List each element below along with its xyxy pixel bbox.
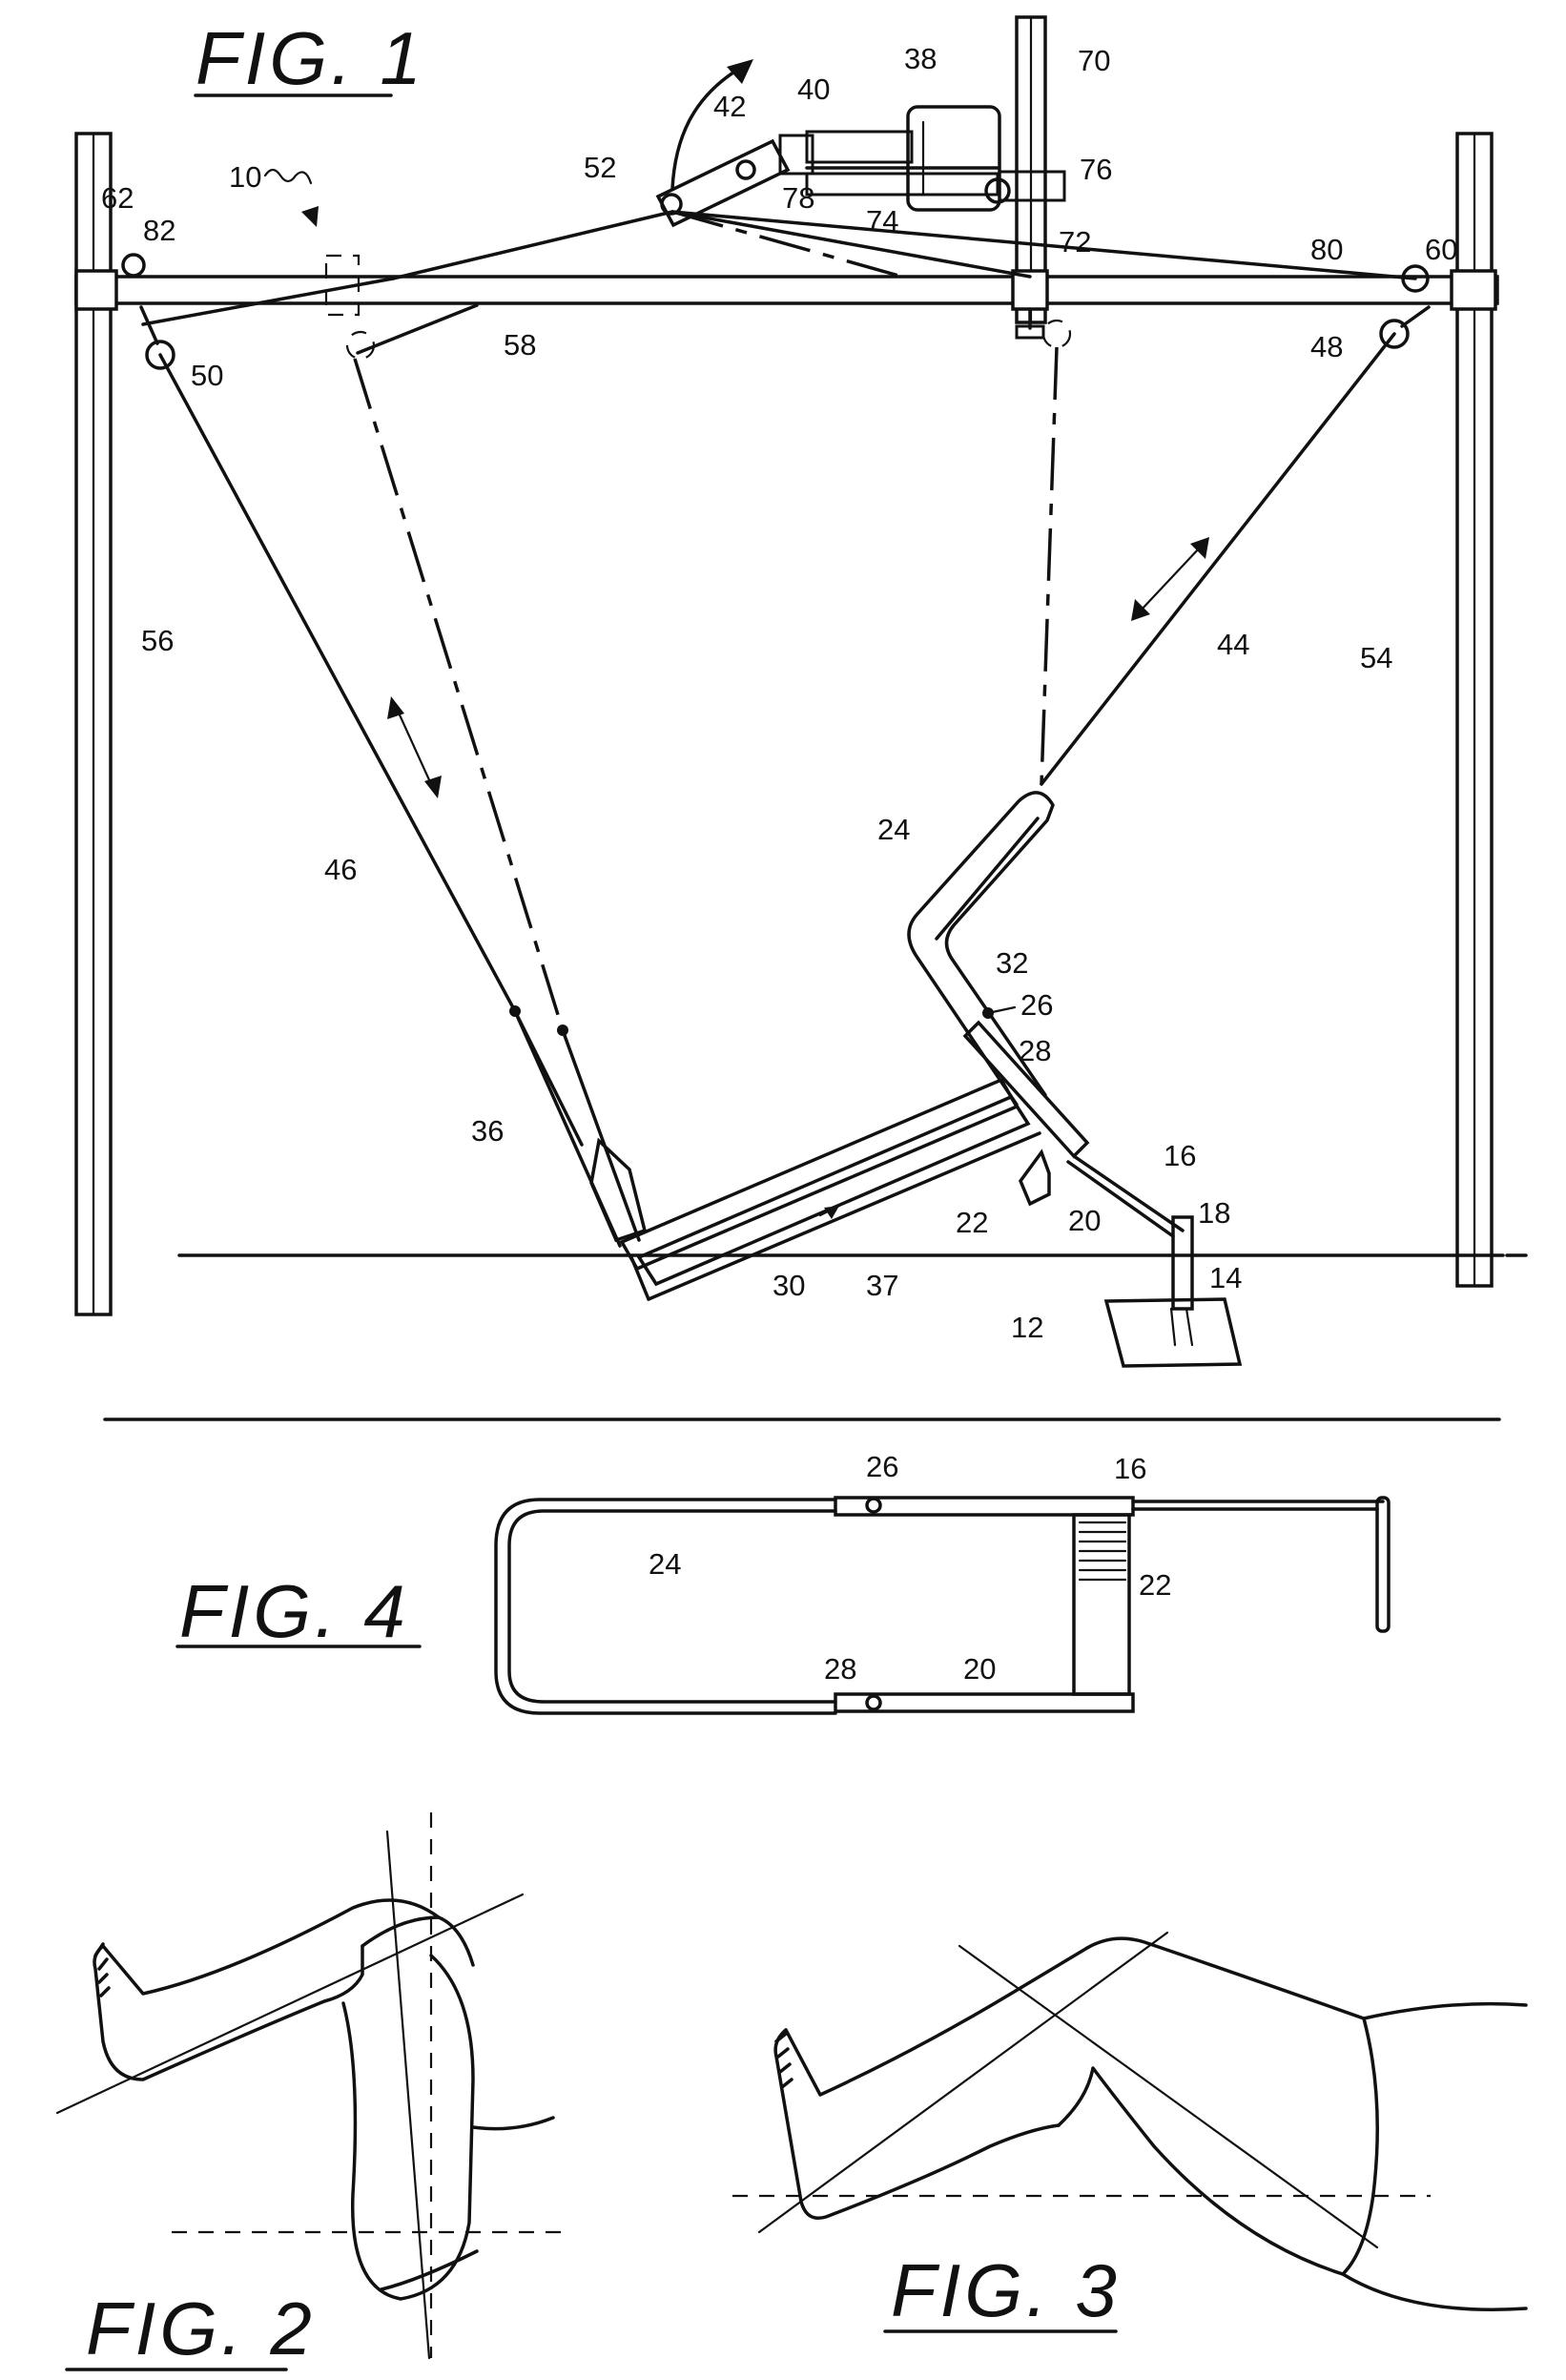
cable-44 bbox=[1041, 334, 1394, 784]
double-arrow-46 bbox=[387, 696, 442, 798]
gearbox-40 bbox=[807, 132, 912, 162]
label-36: 36 bbox=[471, 1114, 504, 1148]
label-50: 50 bbox=[191, 359, 223, 392]
label-74: 74 bbox=[866, 204, 898, 238]
drive-unit bbox=[780, 107, 1064, 210]
label-16: 16 bbox=[1114, 1452, 1146, 1485]
label-20: 20 bbox=[963, 1652, 996, 1686]
frame-24-outer bbox=[496, 1500, 835, 1713]
label-56: 56 bbox=[141, 624, 174, 657]
fig4-title: FIG. 4 bbox=[179, 1569, 409, 1653]
label-44: 44 bbox=[1217, 628, 1249, 661]
label-78: 78 bbox=[782, 181, 814, 215]
label-30: 30 bbox=[773, 1269, 805, 1302]
label-20: 20 bbox=[1068, 1204, 1101, 1237]
cable-dashed-top-left bbox=[358, 305, 477, 353]
fig1-labels: 10 62 82 50 58 52 42 40 38 70 76 78 74 7… bbox=[101, 42, 1457, 1344]
label-80: 80 bbox=[1310, 233, 1343, 266]
label-60: 60 bbox=[1425, 233, 1457, 266]
cable-upper-right bbox=[672, 212, 1030, 277]
label-16: 16 bbox=[1164, 1139, 1196, 1172]
cable-to-crossbar-left bbox=[393, 212, 672, 279]
label-26: 26 bbox=[866, 1450, 898, 1483]
label-52: 52 bbox=[584, 151, 616, 184]
pulley-50 bbox=[141, 307, 174, 368]
fig3-thigh-bottom bbox=[1059, 2068, 1343, 2274]
label-37: 37 bbox=[866, 1269, 898, 1302]
fig3-thigh-axis bbox=[959, 1946, 1377, 2247]
pulley-dashed-left-wheel bbox=[347, 332, 374, 359]
fig3-thigh-top bbox=[1087, 1938, 1364, 2018]
cable-dashed-left bbox=[355, 359, 563, 1030]
arrow-10 bbox=[301, 206, 319, 227]
label-22: 22 bbox=[1139, 1568, 1171, 1602]
mount-plate-74 bbox=[807, 174, 998, 195]
double-arrow-44 bbox=[1131, 537, 1209, 621]
label-48: 48 bbox=[1310, 330, 1343, 363]
label-46: 46 bbox=[324, 853, 357, 886]
label-14: 14 bbox=[1209, 1261, 1242, 1294]
fig1: FIG. 1 bbox=[76, 16, 1526, 1366]
fig2-body bbox=[473, 2118, 553, 2129]
label-10: 10 bbox=[229, 160, 261, 194]
pad-22 bbox=[1020, 1152, 1049, 1204]
fig2-shin-axis bbox=[57, 1894, 523, 2113]
label-28: 28 bbox=[1019, 1034, 1051, 1067]
label-24: 24 bbox=[649, 1547, 681, 1581]
label-26: 26 bbox=[1020, 988, 1053, 1022]
label-38: 38 bbox=[904, 42, 937, 75]
label-28: 28 bbox=[824, 1652, 856, 1686]
fig2: FIG. 2 bbox=[57, 1812, 572, 2370]
end-post bbox=[1377, 1498, 1389, 1631]
cable-46 bbox=[160, 355, 515, 1011]
knob-82 bbox=[123, 255, 144, 276]
cable-left-top bbox=[143, 279, 393, 324]
fig1-title: FIG. 1 bbox=[196, 16, 425, 100]
fig3-shin bbox=[786, 1948, 1087, 2095]
frame-24-inner bbox=[509, 1511, 835, 1702]
fig3-body-top bbox=[1364, 2004, 1526, 2018]
fig3-body-bottom bbox=[1343, 2274, 1526, 2309]
fig3-shin-axis bbox=[759, 1933, 1167, 2232]
label-12: 12 bbox=[1011, 1311, 1043, 1344]
label-58: 58 bbox=[504, 328, 536, 362]
label-18: 18 bbox=[1198, 1196, 1230, 1230]
fig2-thigh-axis bbox=[387, 1832, 429, 2358]
fig2-thigh bbox=[343, 1956, 473, 2299]
fig4-labels: 26 16 24 22 28 20 bbox=[649, 1450, 1171, 1686]
fig4: FIG. 4 26 16 24 22 28 20 bbox=[177, 1450, 1389, 1713]
label-42: 42 bbox=[713, 90, 746, 123]
label-62: 62 bbox=[101, 181, 134, 215]
fig2-hip bbox=[381, 2251, 477, 2289]
label-24: 24 bbox=[877, 813, 910, 846]
fig2-shin bbox=[103, 1900, 439, 1994]
leader-10 bbox=[265, 170, 311, 183]
fig3-title: FIG. 3 bbox=[891, 2248, 1121, 2332]
label-70: 70 bbox=[1078, 44, 1110, 77]
label-72: 72 bbox=[1059, 225, 1091, 259]
label-40: 40 bbox=[797, 72, 830, 106]
label-54: 54 bbox=[1360, 641, 1392, 674]
label-32: 32 bbox=[996, 946, 1028, 980]
yoke-36 bbox=[509, 1005, 645, 1246]
crank-arm-42 bbox=[658, 59, 788, 225]
label-76: 76 bbox=[1080, 153, 1112, 186]
label-22: 22 bbox=[956, 1206, 988, 1239]
crossbar-58 bbox=[76, 271, 1497, 309]
fig3: FIG. 3 bbox=[732, 1933, 1526, 2332]
label-82: 82 bbox=[143, 214, 175, 247]
fig2-title: FIG. 2 bbox=[86, 2287, 316, 2370]
pulley-dashed-right bbox=[1043, 321, 1070, 347]
cable-dashed-right bbox=[1041, 347, 1057, 784]
